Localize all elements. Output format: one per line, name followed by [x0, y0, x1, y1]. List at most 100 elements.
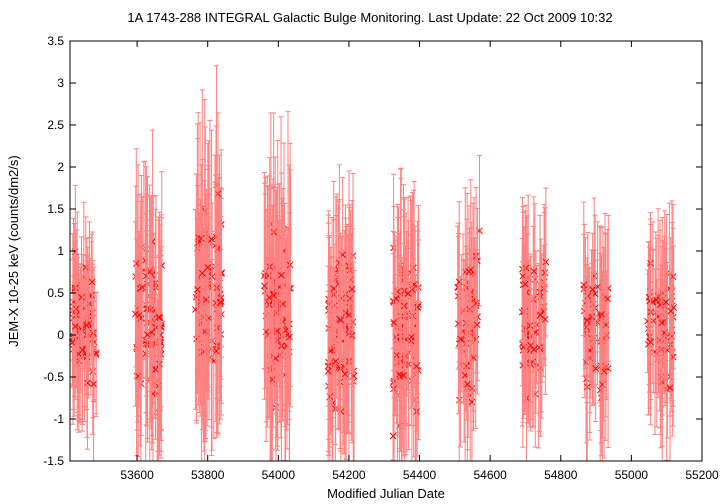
data-point	[465, 205, 473, 338]
data-point	[324, 290, 332, 452]
x-tick-label: 54400	[403, 468, 437, 482]
data-point	[198, 164, 205, 313]
data-point	[208, 202, 216, 351]
y-tick-label: -1.5	[43, 454, 64, 468]
y-tick-label: 3.5	[47, 34, 64, 48]
data-point	[408, 247, 415, 427]
data-point	[327, 267, 334, 435]
data-point	[92, 291, 100, 415]
data-point	[664, 261, 671, 439]
x-tick-label: 54000	[262, 468, 296, 482]
data-point	[84, 316, 91, 450]
data-point	[155, 216, 162, 419]
data-point	[216, 227, 224, 378]
data-point	[337, 232, 344, 408]
data-point	[143, 230, 151, 440]
y-tick-label: 1	[57, 244, 64, 258]
data-point	[132, 221, 139, 407]
data-point	[583, 264, 591, 376]
data-point	[522, 204, 530, 332]
data-point	[286, 142, 294, 387]
data-point	[390, 253, 398, 392]
data-point	[588, 263, 596, 371]
data-point	[342, 217, 350, 409]
data-point	[147, 196, 154, 423]
data-point	[530, 196, 538, 347]
data-point	[270, 204, 278, 387]
data-point	[212, 184, 220, 422]
x-tick-label: 54600	[473, 468, 507, 482]
data-point	[345, 207, 353, 423]
data-point	[662, 243, 670, 361]
data-point	[658, 246, 666, 400]
y-axis: -1.5 -1 -0.5 0 0.5 1 1.5 2 2.5 3 3.5	[43, 34, 702, 468]
data-point	[521, 210, 529, 358]
data-point	[194, 184, 201, 395]
data-point	[396, 299, 403, 449]
y-tick-label: 0	[57, 328, 64, 342]
x-tick-label: 53800	[191, 468, 225, 482]
y-axis-label: JEM-X 10-25 keV (counts/dm2/s)	[6, 155, 21, 346]
data-point	[470, 283, 477, 432]
data-point	[78, 236, 85, 359]
data-point	[604, 229, 611, 369]
y-tick-label: 2.5	[47, 118, 64, 132]
data-point	[667, 237, 675, 385]
data-point	[193, 254, 200, 424]
y-tick-label: 3	[57, 76, 64, 90]
data-point	[217, 216, 225, 380]
data-point	[457, 275, 464, 403]
data-point	[600, 284, 608, 459]
data-point	[197, 199, 204, 405]
data-layer	[68, 65, 678, 462]
data-point	[652, 237, 660, 363]
y-tick-label: -0.5	[43, 370, 64, 384]
data-point	[348, 199, 356, 379]
data-point	[413, 300, 420, 432]
data-point	[404, 196, 412, 391]
data-point	[194, 112, 202, 363]
data-point	[205, 216, 213, 421]
data-point	[152, 299, 159, 440]
data-point	[134, 294, 142, 458]
data-point	[198, 158, 206, 388]
chart-title: 1A 1743-288 INTEGRAL Galactic Bulge Moni…	[127, 10, 612, 25]
data-point	[455, 201, 463, 363]
data-point	[473, 255, 481, 395]
data-point	[537, 263, 544, 367]
y-tick-label: 1.5	[47, 202, 64, 216]
data-point	[400, 198, 408, 414]
y-tick-label: 2	[57, 160, 64, 174]
x-tick-label: 53600	[120, 468, 154, 482]
x-tick-label: 54800	[544, 468, 578, 482]
x-tick-label: 55000	[615, 468, 649, 482]
data-point	[647, 258, 655, 426]
data-point	[266, 175, 273, 420]
data-point	[71, 253, 79, 400]
data-point	[79, 275, 86, 425]
data-point	[527, 288, 535, 403]
data-point	[208, 129, 215, 349]
data-point	[83, 254, 90, 396]
data-point	[277, 172, 285, 378]
data-point	[139, 196, 146, 379]
data-point	[213, 264, 220, 438]
data-point	[393, 286, 400, 424]
data-point	[204, 143, 212, 392]
data-point	[136, 245, 143, 385]
data-point	[397, 301, 404, 453]
x-tick-label: 54200	[332, 468, 366, 482]
data-point	[580, 233, 588, 337]
data-point	[268, 293, 276, 462]
x-axis: 53600 53800 54000 54200 54400 54600 54800 55000…	[120, 41, 719, 482]
data-point	[541, 211, 548, 367]
data-point	[392, 235, 400, 362]
data-point	[89, 263, 97, 402]
data-point	[156, 272, 163, 457]
data-point	[137, 200, 145, 436]
data-point	[472, 249, 480, 358]
data-point	[213, 200, 221, 376]
data-point	[88, 231, 96, 333]
y-tick-label: 0.5	[47, 286, 64, 300]
data-point	[82, 216, 90, 319]
